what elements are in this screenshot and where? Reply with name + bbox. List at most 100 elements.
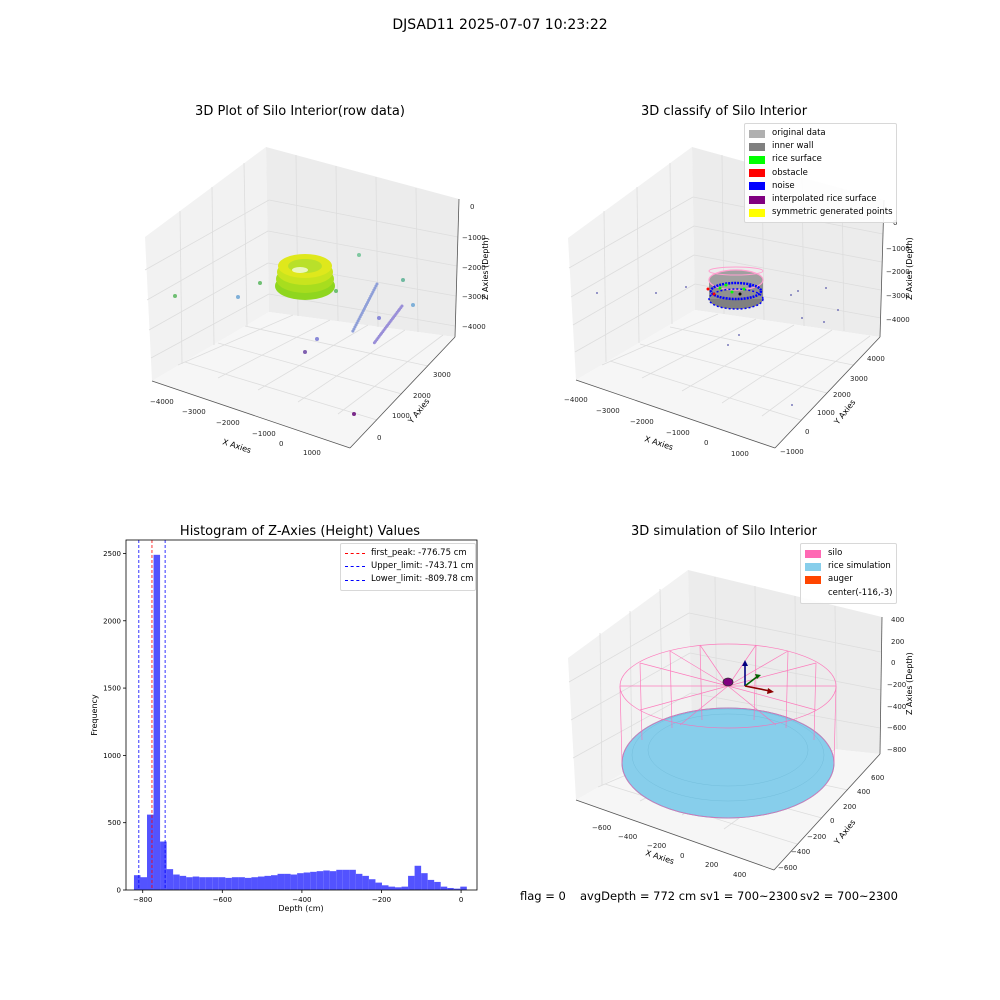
histogram-bar [460,886,467,890]
histogram-bar [310,871,317,890]
plot1-point [303,350,307,354]
plot4-yticks: −600 −400 −200 0 200 400 600 [778,774,884,872]
plot4-ytick: −400 [791,848,810,856]
histogram-ylabel: Frequency [90,694,99,736]
plot2-point [797,290,799,292]
histogram-bar [303,872,311,890]
plot2-scatter [596,283,839,406]
histogram-xlabel: Depth (cm) [278,904,323,913]
plot1-ztick: −2000 [462,264,486,272]
legend-item-noise: noise [749,180,892,193]
legend-label: rice surface [772,154,822,165]
histogram-bar [453,888,461,890]
plot1-ytick: 2000 [413,392,431,400]
histogram-bar [355,873,363,890]
legend-label: silo [828,548,843,558]
legend-item-rice-surface: rice surface [749,153,892,166]
plot2-xtick: −1000 [666,429,690,437]
plot4-xtick: −400 [618,833,637,841]
histogram-ytick-label: 2000 [103,617,121,625]
legend-label: first_peak: -776.75 cm [371,548,467,558]
plot1-line-point [351,329,355,333]
legend-item-rice-simulation: rice simulation [805,560,892,573]
legend-item-upper-limit: Upper_limit: -743.71 cm [345,560,474,573]
plot1-zlabel: Z Axies (Depth) [481,237,490,300]
plot1-ztick: −4000 [462,323,486,331]
plot4-silo-wireframe [619,643,837,819]
histogram-chart: −800 −600 −400 −200 0 0 500 1000 1500 2000 2500 D… [90,539,478,913]
plot2-point [823,321,825,323]
plot1-point [173,294,177,298]
plot2-class-point [706,287,710,291]
histogram-bar [205,877,213,890]
plot4-axis-lines [575,616,883,871]
plot2-class-point [724,283,728,287]
plot1-ytick: 0 [377,434,381,442]
legend-swatch [805,589,821,597]
legend-label: interpolated rice surface [772,194,877,205]
legend-item-first-peak: first_peak: -776.75 cm [345,547,471,560]
legend-swatch [749,156,765,164]
histogram-bar [147,814,154,890]
histogram-xtick-label: 0 [459,896,463,904]
plot2-3d-axes: −4000 −3000 −2000 −1000 0 1000 X Axies −… [564,147,914,458]
histogram-bar [395,887,402,890]
histogram-bar [192,876,200,890]
plot4-ztick: 400 [891,616,904,624]
plot1-xtick: −1000 [252,430,276,438]
histogram-bar [186,877,193,890]
plot1-point [377,316,381,320]
plot2-xtick: −2000 [630,418,654,426]
plot2-xtick: 1000 [731,450,749,458]
histogram-bar [408,875,415,890]
plot4-ztick: 0 [891,659,895,667]
plot1-ztick: 0 [470,203,474,211]
plot2-ytick: 4000 [867,355,885,363]
plot1-ytick: 1000 [392,412,410,420]
plot2-ytick: 2000 [833,391,851,399]
plot2-legend: original data inner wall rice surface ob… [744,123,897,224]
plot2-point [791,404,793,406]
legend-item-lower-limit: Lower_limit: -809.78 cm [345,573,473,586]
plot4-auger-axes [742,660,774,694]
histogram-ytick-label: 1000 [103,752,121,760]
legend-label: inner wall [772,141,814,152]
plot4-title: 3D simulation of Silo Interior [631,524,817,539]
plot4-ztick: −200 [887,681,906,689]
histogram-bar [342,869,350,890]
histogram-bar [218,877,226,890]
plot2-ytick: 1000 [817,409,835,417]
plot4-ztick: −600 [887,724,906,732]
histogram-bar [277,873,285,890]
legend-swatch [749,129,765,138]
plot2-point [655,292,657,294]
plot4-ytick: −600 [778,864,797,872]
plot4-center-marker [722,677,734,687]
plot1-ztick: −1000 [462,234,486,242]
plot4-ztick: −800 [887,746,906,754]
plot4-xtick: 0 [680,852,684,860]
plot4-xticks: −600 −400 −200 0 200 400 [592,824,746,879]
plot2-point [596,292,598,294]
plot2-silo-classified [708,266,764,310]
histogram-legend: first_peak: -776.75 cm Upper_limit: -743… [340,543,476,591]
plot4-ztick: 200 [891,638,904,646]
histogram-bar [316,871,324,890]
histogram-xtick-label: −400 [292,896,311,904]
plot1-xtick: 0 [279,440,283,448]
legend-label: Upper_limit: -743.71 cm [371,561,474,572]
histogram-bar [434,881,441,890]
histogram-bar [440,886,448,890]
plot1-point [236,295,240,299]
plot2-ylabel: Y Axies [832,398,858,427]
histogram-bar [329,871,337,890]
plot1-point [258,281,262,285]
plot4-zlabel: Z Axies (Depth) [905,652,914,715]
legend-swatch [749,208,765,217]
plot4-ylabel: Y Axies [832,818,858,847]
histogram-bar [238,877,245,890]
plot2-point [790,294,792,296]
histogram-bar [336,869,343,890]
status-sv1: sv1 = 700~2300 [700,889,798,903]
plot1-yticks: 0 1000 2000 3000 [377,371,451,442]
